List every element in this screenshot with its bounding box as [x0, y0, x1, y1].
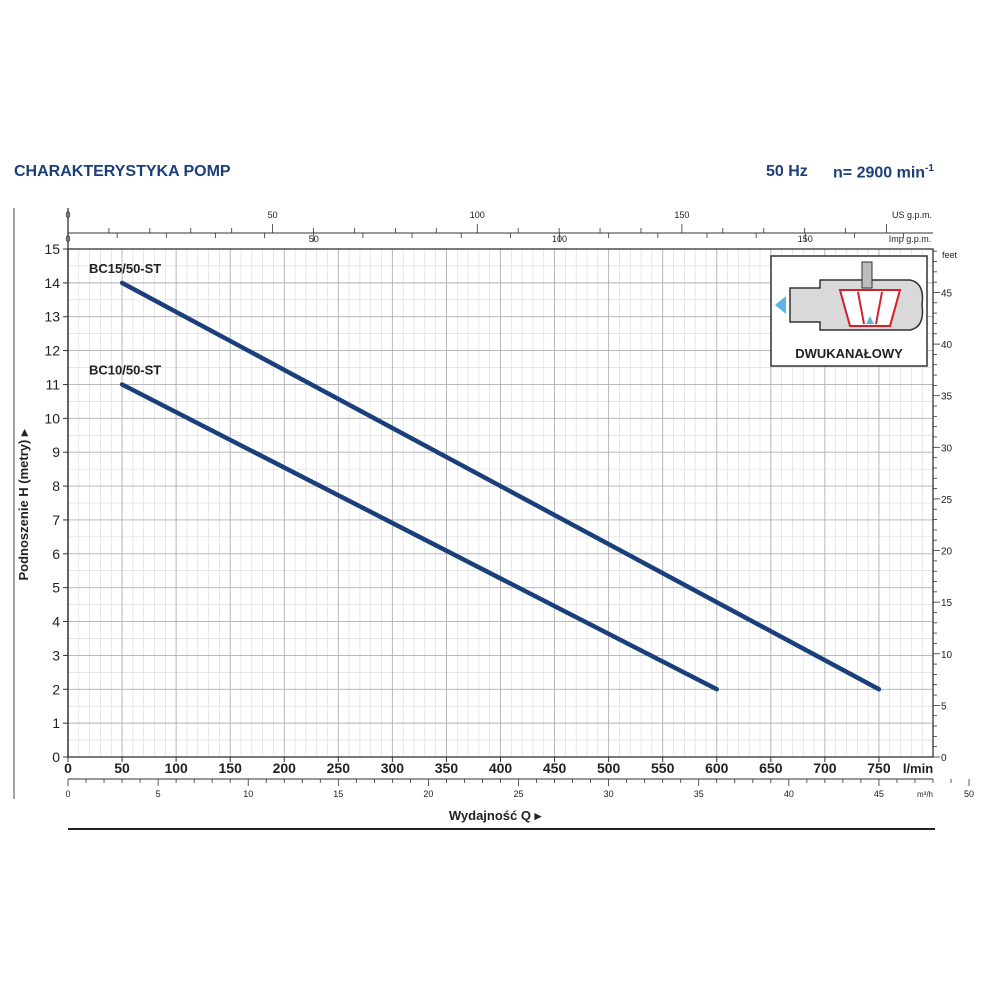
m3h-axis: 0 5 10 15 20 25 30 35 40 45 50 m³/h: [65, 779, 974, 799]
feet-tick-label: 35: [941, 392, 953, 403]
shaft-icon: [861, 261, 873, 289]
x-tick-label: 600: [705, 760, 729, 776]
y-tick-label: 4: [52, 614, 60, 630]
y-tick-label: 3: [52, 647, 60, 663]
y-tick-label: 12: [44, 343, 60, 359]
x-tick-label: 250: [327, 760, 351, 776]
series-label-1: BC15/50-ST: [89, 261, 161, 276]
impeller-channel-1: [857, 291, 865, 325]
x-axis: 0 50 100 150 200 250 300 350 400 450 500 550 600 650 7…: [64, 757, 933, 776]
feet-tick-label: 10: [941, 650, 953, 661]
x-tick-label: 700: [813, 760, 837, 776]
y-tick-label: 14: [44, 275, 60, 291]
y-tick-label: 8: [52, 478, 60, 494]
x-unit-label: l/min: [903, 761, 933, 776]
m3h-tick-label: 50: [964, 789, 974, 799]
x-tick-label: 650: [759, 760, 783, 776]
feet-tick-label: 30: [941, 443, 953, 454]
m3h-tick-label: 45: [874, 789, 884, 799]
x-tick-label: 500: [597, 760, 621, 776]
m3h-tick-label: 15: [333, 789, 343, 799]
us-gpm-tick-label: 150: [674, 210, 689, 220]
y-tick-label: 13: [44, 309, 60, 325]
x-tick-label: 0: [64, 760, 72, 776]
inlet-arrow-icon: [866, 316, 874, 324]
m3h-tick-label: 5: [156, 789, 161, 799]
x-tick-label: 750: [867, 760, 891, 776]
series-line-2: [119, 382, 719, 692]
speed-label: n= 2900 min-1: [833, 163, 934, 182]
m3h-unit-label: m³/h: [917, 790, 933, 799]
y-tick-label: 5: [52, 580, 60, 596]
imp-gpm-axis: 0 50 100 150 Imp g.p.m.: [65, 233, 931, 244]
imp-gpm-tick-label: 0: [65, 234, 70, 244]
feet-tick-label: 0: [941, 753, 947, 764]
feet-unit-label: feet: [942, 250, 958, 260]
series-line-1: [119, 280, 882, 692]
grid-minor: [68, 249, 933, 757]
imp-gpm-tick-label: 100: [552, 234, 567, 244]
x-tick-label: 350: [435, 760, 459, 776]
imp-gpm-tick-label: 150: [798, 234, 813, 244]
x-tick-label: 200: [273, 760, 297, 776]
speed-exponent: -1: [925, 163, 934, 174]
x-tick-label: 150: [219, 760, 243, 776]
grid-major: [68, 249, 933, 757]
x-axis-arrow: ▸: [531, 808, 543, 823]
feet-tick-label: 25: [941, 495, 953, 506]
y-axis-label-text: Podnoszenie H (metry): [16, 440, 31, 581]
feet-tick-label: 5: [941, 701, 947, 712]
series-group: BC15/50-ST BC10/50-ST: [89, 261, 882, 692]
impeller-icon: [838, 289, 902, 327]
m3h-tick-label: 0: [65, 789, 70, 799]
feet-tick-label: 15: [941, 598, 953, 609]
x-axis-label-text: Wydajność Q: [449, 808, 531, 823]
frequency-label: 50 Hz: [766, 163, 808, 180]
y-tick-label: 15: [44, 241, 60, 257]
y-tick-label: 10: [44, 410, 60, 426]
m3h-tick-label: 35: [694, 789, 704, 799]
outlet-arrow-icon: [775, 296, 786, 314]
y-axis-label: Podnoszenie H (metry) ▸: [16, 428, 31, 580]
m3h-tick-label: 10: [243, 789, 253, 799]
y-tick-label: 2: [52, 681, 60, 697]
feet-axis: 0 5 10 15 20 25 30 35 40 45 feet: [933, 250, 958, 764]
speed-text: n= 2900 min: [833, 164, 926, 182]
m3h-tick-label: 25: [514, 789, 524, 799]
imp-gpm-tick-label: 50: [309, 234, 319, 244]
y-tick-label: 11: [45, 376, 60, 392]
x-tick-label: 300: [381, 760, 405, 776]
x-tick-label: 400: [489, 760, 513, 776]
inset-label: DWUKANAŁOWY: [795, 346, 903, 361]
x-tick-label: 450: [543, 760, 567, 776]
y-tick-label: 9: [52, 444, 60, 460]
impeller-channel-2: [875, 291, 883, 325]
m3h-tick-label: 40: [784, 789, 794, 799]
y-tick-label: 6: [52, 546, 60, 562]
x-tick-label: 50: [114, 760, 130, 776]
imp-gpm-unit-label: Imp g.p.m.: [889, 234, 932, 244]
us-gpm-tick-label: 0: [65, 210, 70, 220]
impeller-inset: DWUKANAŁOWY: [770, 255, 928, 367]
y-axis-arrow: ▸: [16, 428, 31, 440]
y-tick-label: 7: [52, 512, 60, 528]
series-label-2: BC10/50-ST: [89, 362, 161, 377]
us-gpm-tick-label: 100: [470, 210, 485, 220]
m3h-tick-label: 20: [423, 789, 433, 799]
y-tick-label: 1: [52, 715, 60, 731]
feet-tick-label: 40: [941, 340, 953, 351]
m3h-tick-label: 30: [604, 789, 614, 799]
us-gpm-tick-label: 50: [268, 210, 278, 220]
us-gpm-axis: 0 50 100 150 US g.p.m.: [65, 210, 932, 233]
x-axis-label: Wydajność Q ▸: [449, 808, 543, 823]
feet-tick-label: 20: [941, 547, 953, 558]
page-title: CHARAKTERYSTYKA POMP: [14, 163, 231, 180]
x-tick-label: 550: [651, 760, 675, 776]
us-gpm-unit-label: US g.p.m.: [892, 210, 932, 220]
x-tick-label: 100: [164, 760, 188, 776]
feet-tick-label: 45: [941, 288, 953, 299]
y-tick-label: 0: [52, 749, 60, 765]
